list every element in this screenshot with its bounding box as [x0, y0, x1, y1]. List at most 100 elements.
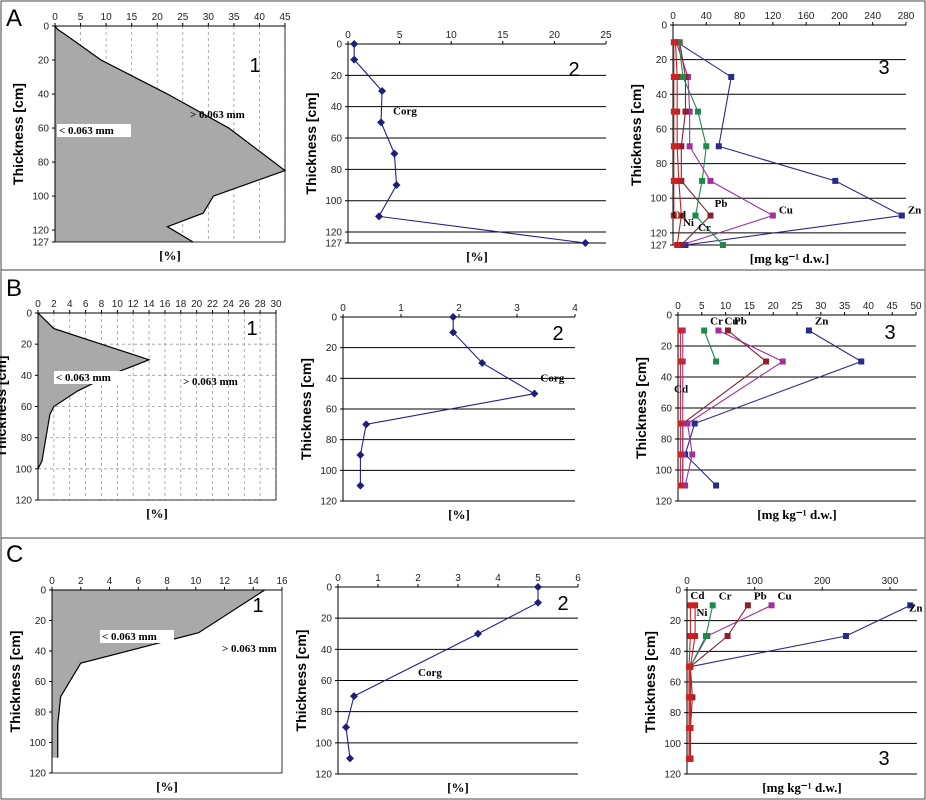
c2-series-corg-point [350, 692, 358, 701]
a3-series-pb-point [707, 212, 714, 219]
c3-series-cd-point [686, 694, 693, 701]
c1-y-axis-label: Thickness [cm] [7, 631, 23, 733]
b3-series-cu-point [684, 420, 691, 427]
c1-fine-fraction-label: < 0.063 mm [102, 631, 157, 643]
a1-y-tick-label: 40 [38, 90, 50, 101]
a2-series-corg-point [350, 55, 359, 64]
panel-label-c: C [6, 541, 23, 568]
a2-series-corg-point [377, 118, 386, 127]
a1-coarse-fraction-label: > 0.063 mm [190, 109, 245, 121]
a3-series-cr-point [699, 177, 706, 184]
a3-series-pb-label: Pb [715, 198, 728, 210]
b1-y-tick-label: 80 [21, 433, 33, 444]
a3-series-ni-label: Ni [683, 217, 694, 229]
a3-series-cu-point [707, 177, 714, 184]
c1-x-tick-label: 8 [164, 576, 170, 587]
a3-series-cr-point [719, 242, 726, 248]
a3-x-tick-label: 40 [701, 11, 713, 22]
a2-y-tick-label: 120 [325, 228, 342, 239]
c2-x-tick-label: 6 [575, 573, 581, 584]
a1-fine-fraction-area [55, 26, 285, 242]
c3-x-tick-label: 100 [746, 576, 763, 587]
b1-y-axis-label: Thickness [cm] [0, 356, 9, 458]
c3-series-ni-label: Ni [696, 607, 707, 619]
a3-x-tick-label: 160 [798, 11, 815, 22]
b3-y-tick-label: 0 [666, 311, 672, 322]
a3-series-cd-point [670, 177, 677, 184]
b1-y-tick-label: 120 [15, 496, 32, 507]
c3-series-cr-label: Cr [719, 590, 732, 602]
c3-chart-number: 3 [878, 748, 889, 770]
a1-y-tick-label: 127 [32, 238, 49, 249]
b2-y-tick-label: 120 [320, 497, 337, 508]
b3-x-tick-label: 10 [720, 301, 732, 312]
a3-series-ni-point [674, 242, 681, 248]
b3-series-cu-point [715, 327, 722, 334]
a3-series-cd-point [670, 73, 677, 80]
a3-series-cr-point [692, 212, 699, 219]
b3-chart-number: 3 [884, 322, 895, 344]
b3-series-cr-label: Cr [710, 316, 723, 328]
b3-y-tick-label: 20 [661, 342, 673, 353]
c3-x-axis-label: [mg kg⁻¹ d.w.] [762, 780, 841, 795]
a2-x-tick-label: 20 [549, 30, 561, 41]
c3-y-tick-label: 60 [670, 678, 682, 689]
b3-series-pb-point [724, 327, 731, 334]
b2-x-tick-label: 3 [514, 303, 520, 314]
c2-y-axis-label: Thickness [cm] [293, 630, 309, 732]
c3-series-ni-point [692, 602, 699, 609]
b1-annotation-bg [54, 371, 128, 384]
c3-series-pb-label: Pb [754, 590, 767, 602]
b1-x-tick-label: 26 [239, 299, 251, 310]
b3-x-tick-label: 35 [839, 301, 851, 312]
b3-series-cd-point [677, 358, 684, 365]
a3-y-tick-label: 127 [650, 241, 667, 252]
b3-series-cd-point [677, 482, 684, 489]
a3-series-ni-point [674, 108, 681, 115]
a1-y-tick-label: 60 [38, 124, 50, 135]
b3-y-tick-label: 80 [661, 435, 673, 446]
c1-x-tick-label: 12 [219, 576, 231, 587]
b1-y-tick-label: 20 [21, 340, 33, 351]
c3-y-tick-label: 40 [670, 647, 682, 658]
b2-series-corg-point [449, 313, 458, 321]
b1-x-tick-label: 14 [144, 299, 156, 310]
a3-series-pb-point [678, 242, 685, 248]
a3-y-tick-label: 40 [656, 90, 668, 101]
a1-plot-frame [54, 25, 286, 243]
c1-y-tick-label: 20 [35, 616, 47, 627]
c1-fine-fraction-area [52, 590, 265, 758]
a2-chart-number: 2 [568, 59, 579, 81]
b3-series-zn-point [691, 420, 698, 427]
b3-series-zn-label: Zn [815, 316, 828, 328]
b3-series-cd-point [677, 451, 684, 458]
c1-x-tick-label: 4 [107, 576, 113, 587]
c1-x-tick-label: 2 [78, 576, 84, 587]
a1-annotation-bg [57, 124, 131, 137]
a3-series-zn-line [676, 41, 904, 246]
c2-series-corg-point [534, 598, 542, 607]
a3-series-zn-point [832, 177, 839, 184]
c2-y-tick-label: 40 [321, 645, 333, 656]
b3-x-tick-label: 50 [910, 301, 922, 312]
panel-frame-b [0, 269, 926, 539]
a3-y-tick-label: 60 [656, 124, 668, 135]
c3-x-tick-label: 200 [814, 576, 831, 587]
c1-coarse-fraction-label: > 0.063 mm [222, 643, 277, 655]
a2-x-tick-label: 5 [397, 30, 403, 41]
b1-x-axis-label: [%] [146, 506, 168, 521]
a1-area-boundary [54, 25, 287, 243]
a3-series-cr-point [694, 108, 701, 115]
a3-x-tick-label: 280 [898, 11, 915, 22]
a3-y-tick-label: 80 [656, 159, 668, 170]
b3-series-zn-point [713, 482, 720, 489]
b3-x-tick-label: 40 [863, 301, 875, 312]
b1-x-tick-label: 8 [99, 299, 105, 310]
c3-y-axis-label: Thickness [cm] [642, 631, 658, 733]
c2-x-tick-label: 2 [415, 573, 421, 584]
a2-series-corg-label: Corg [393, 106, 417, 118]
c3-y-tick-label: 120 [664, 770, 681, 781]
a2-series-corg-point [392, 181, 401, 190]
a3-y-tick-label: 120 [650, 228, 667, 239]
c1-y-tick-label: 120 [29, 769, 46, 780]
